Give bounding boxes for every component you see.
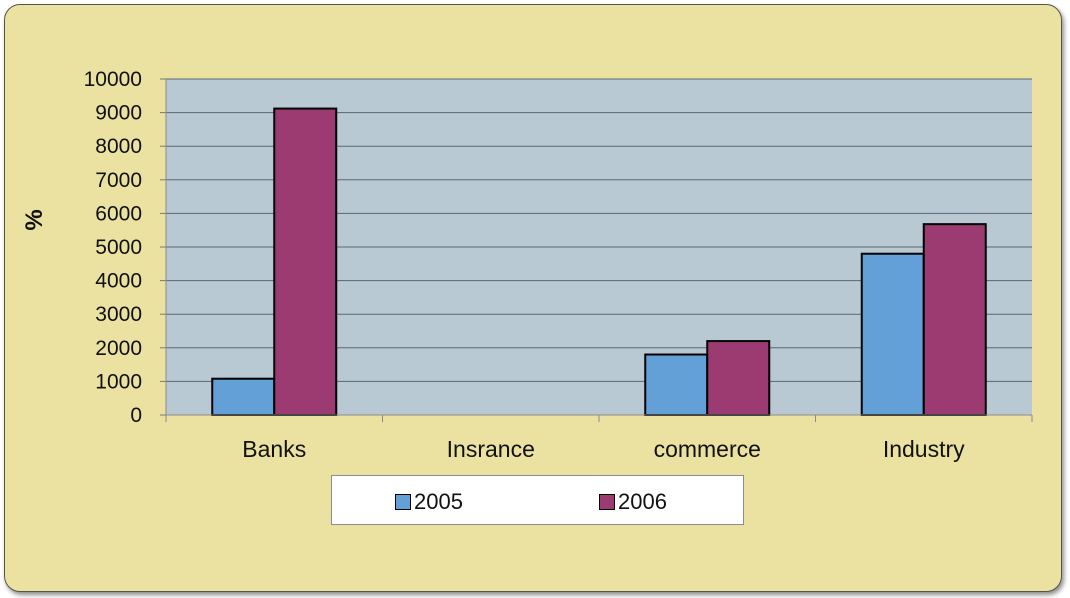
legend: 2005 2006: [331, 475, 744, 525]
y-tick-label: 4000: [95, 270, 142, 293]
y-tick-label: 5000: [95, 236, 142, 259]
legend-item-2005: 2005: [395, 489, 463, 515]
y-tick-label: 0: [130, 404, 142, 427]
x-category-label: commerce: [654, 436, 761, 462]
x-category-label: Insrance: [447, 436, 535, 462]
legend-swatch-2006: [599, 494, 615, 510]
y-tick-label: 9000: [95, 102, 142, 125]
axes: 0 1000 2000 3000 4000 5000 6000 7000 8000 9000 100…: [84, 68, 1033, 462]
legend-item-2006: 2006: [599, 489, 667, 515]
y-tick-label: 6000: [95, 202, 142, 225]
y-tick-label: 2000: [95, 337, 142, 360]
y-tick-label: 7000: [95, 169, 142, 192]
bar-2005-industry: [860, 252, 925, 416]
y-axis-label: %: [21, 209, 48, 230]
y-tick-label: 10000: [84, 68, 142, 91]
legend-label: 2006: [618, 489, 667, 514]
x-category-label: Industry: [883, 436, 965, 462]
legend-label: 2005: [414, 489, 463, 514]
bar-2005-banks: [211, 377, 276, 417]
y-tick-label: 8000: [95, 135, 142, 158]
bar-2006-banks: [273, 107, 338, 417]
bar-2006-commerce: [706, 340, 771, 416]
bar-2006-industry: [922, 223, 987, 416]
x-category-label: Banks: [242, 436, 306, 462]
bar-2005-commerce: [644, 353, 709, 416]
y-tick-label: 3000: [95, 303, 142, 326]
y-tick-label: 1000: [95, 370, 142, 393]
legend-swatch-2005: [395, 494, 411, 510]
